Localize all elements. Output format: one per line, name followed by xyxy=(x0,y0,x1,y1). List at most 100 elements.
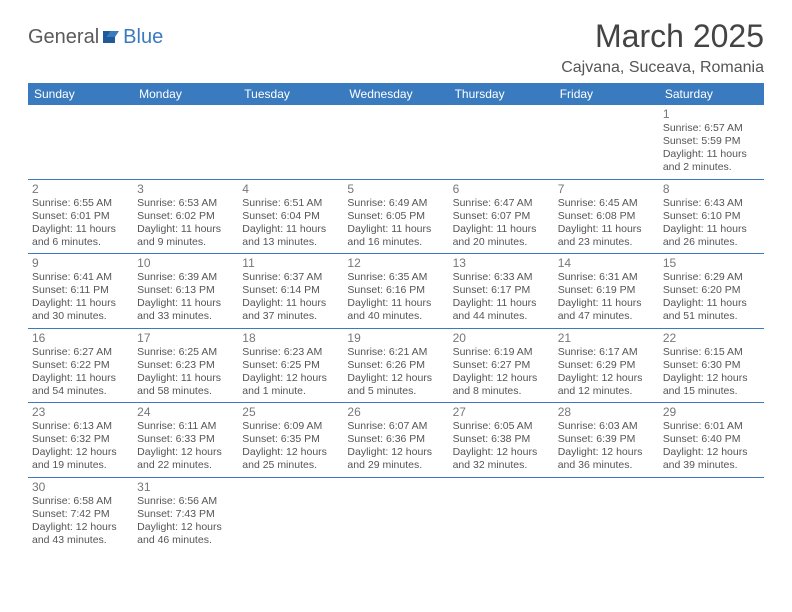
calendar-day: 11Sunrise: 6:37 AMSunset: 6:14 PMDayligh… xyxy=(238,254,343,329)
calendar-day: 13Sunrise: 6:33 AMSunset: 6:17 PMDayligh… xyxy=(449,254,554,329)
day-number: 13 xyxy=(453,256,550,270)
day-info: Sunrise: 6:58 AMSunset: 7:42 PMDaylight:… xyxy=(32,495,129,548)
day-info: Sunrise: 6:19 AMSunset: 6:27 PMDaylight:… xyxy=(453,346,550,399)
calendar-empty xyxy=(554,477,659,551)
logo-text-general: General xyxy=(28,26,99,49)
day-info: Sunrise: 6:43 AMSunset: 6:10 PMDaylight:… xyxy=(663,197,760,250)
day-number: 28 xyxy=(558,405,655,419)
calendar-day: 28Sunrise: 6:03 AMSunset: 6:39 PMDayligh… xyxy=(554,403,659,478)
day-number: 3 xyxy=(137,182,234,196)
day-header: Monday xyxy=(133,83,238,105)
calendar-day: 16Sunrise: 6:27 AMSunset: 6:22 PMDayligh… xyxy=(28,328,133,403)
day-info: Sunrise: 6:39 AMSunset: 6:13 PMDaylight:… xyxy=(137,271,234,324)
calendar-day: 24Sunrise: 6:11 AMSunset: 6:33 PMDayligh… xyxy=(133,403,238,478)
day-number: 16 xyxy=(32,331,129,345)
day-number: 27 xyxy=(453,405,550,419)
calendar-body: 1Sunrise: 6:57 AMSunset: 5:59 PMDaylight… xyxy=(28,105,764,551)
day-info: Sunrise: 6:17 AMSunset: 6:29 PMDaylight:… xyxy=(558,346,655,399)
calendar-empty xyxy=(343,477,448,551)
day-number: 21 xyxy=(558,331,655,345)
calendar-week: 30Sunrise: 6:58 AMSunset: 7:42 PMDayligh… xyxy=(28,477,764,551)
calendar-day: 6Sunrise: 6:47 AMSunset: 6:07 PMDaylight… xyxy=(449,179,554,254)
calendar-day: 4Sunrise: 6:51 AMSunset: 6:04 PMDaylight… xyxy=(238,179,343,254)
calendar-empty xyxy=(659,477,764,551)
calendar-empty xyxy=(238,105,343,179)
calendar-day: 2Sunrise: 6:55 AMSunset: 6:01 PMDaylight… xyxy=(28,179,133,254)
calendar-day: 7Sunrise: 6:45 AMSunset: 6:08 PMDaylight… xyxy=(554,179,659,254)
logo-text-blue: Blue xyxy=(123,26,163,49)
day-info: Sunrise: 6:31 AMSunset: 6:19 PMDaylight:… xyxy=(558,271,655,324)
calendar-day: 15Sunrise: 6:29 AMSunset: 6:20 PMDayligh… xyxy=(659,254,764,329)
calendar-day: 25Sunrise: 6:09 AMSunset: 6:35 PMDayligh… xyxy=(238,403,343,478)
calendar-day: 14Sunrise: 6:31 AMSunset: 6:19 PMDayligh… xyxy=(554,254,659,329)
day-number: 18 xyxy=(242,331,339,345)
calendar-empty xyxy=(343,105,448,179)
calendar-day: 30Sunrise: 6:58 AMSunset: 7:42 PMDayligh… xyxy=(28,477,133,551)
day-number: 11 xyxy=(242,256,339,270)
day-number: 23 xyxy=(32,405,129,419)
calendar-day: 9Sunrise: 6:41 AMSunset: 6:11 PMDaylight… xyxy=(28,254,133,329)
day-info: Sunrise: 6:49 AMSunset: 6:05 PMDaylight:… xyxy=(347,197,444,250)
calendar-empty xyxy=(554,105,659,179)
day-info: Sunrise: 6:29 AMSunset: 6:20 PMDaylight:… xyxy=(663,271,760,324)
day-header: Friday xyxy=(554,83,659,105)
calendar-empty xyxy=(449,105,554,179)
day-number: 30 xyxy=(32,480,129,494)
day-number: 22 xyxy=(663,331,760,345)
day-info: Sunrise: 6:51 AMSunset: 6:04 PMDaylight:… xyxy=(242,197,339,250)
location-subtitle: Cajvana, Suceava, Romania xyxy=(561,59,764,77)
day-info: Sunrise: 6:15 AMSunset: 6:30 PMDaylight:… xyxy=(663,346,760,399)
day-number: 5 xyxy=(347,182,444,196)
day-info: Sunrise: 6:56 AMSunset: 7:43 PMDaylight:… xyxy=(137,495,234,548)
day-info: Sunrise: 6:45 AMSunset: 6:08 PMDaylight:… xyxy=(558,197,655,250)
calendar-day: 21Sunrise: 6:17 AMSunset: 6:29 PMDayligh… xyxy=(554,328,659,403)
logo-flag-icon xyxy=(103,29,121,43)
day-info: Sunrise: 6:21 AMSunset: 6:26 PMDaylight:… xyxy=(347,346,444,399)
day-number: 26 xyxy=(347,405,444,419)
calendar-week: 1Sunrise: 6:57 AMSunset: 5:59 PMDaylight… xyxy=(28,105,764,179)
day-number: 8 xyxy=(663,182,760,196)
day-number: 1 xyxy=(663,107,760,121)
calendar-week: 16Sunrise: 6:27 AMSunset: 6:22 PMDayligh… xyxy=(28,328,764,403)
logo: General Blue xyxy=(28,26,163,49)
day-info: Sunrise: 6:05 AMSunset: 6:38 PMDaylight:… xyxy=(453,420,550,473)
calendar-week: 23Sunrise: 6:13 AMSunset: 6:32 PMDayligh… xyxy=(28,403,764,478)
day-header-row: SundayMondayTuesdayWednesdayThursdayFrid… xyxy=(28,83,764,105)
calendar-day: 29Sunrise: 6:01 AMSunset: 6:40 PMDayligh… xyxy=(659,403,764,478)
day-number: 25 xyxy=(242,405,339,419)
day-number: 31 xyxy=(137,480,234,494)
calendar-day: 19Sunrise: 6:21 AMSunset: 6:26 PMDayligh… xyxy=(343,328,448,403)
calendar-empty xyxy=(238,477,343,551)
day-info: Sunrise: 6:01 AMSunset: 6:40 PMDaylight:… xyxy=(663,420,760,473)
calendar-empty xyxy=(449,477,554,551)
day-number: 4 xyxy=(242,182,339,196)
day-number: 10 xyxy=(137,256,234,270)
day-info: Sunrise: 6:25 AMSunset: 6:23 PMDaylight:… xyxy=(137,346,234,399)
calendar-day: 5Sunrise: 6:49 AMSunset: 6:05 PMDaylight… xyxy=(343,179,448,254)
day-info: Sunrise: 6:11 AMSunset: 6:33 PMDaylight:… xyxy=(137,420,234,473)
day-header: Thursday xyxy=(449,83,554,105)
day-number: 14 xyxy=(558,256,655,270)
day-info: Sunrise: 6:41 AMSunset: 6:11 PMDaylight:… xyxy=(32,271,129,324)
day-info: Sunrise: 6:27 AMSunset: 6:22 PMDaylight:… xyxy=(32,346,129,399)
calendar-day: 8Sunrise: 6:43 AMSunset: 6:10 PMDaylight… xyxy=(659,179,764,254)
calendar-day: 17Sunrise: 6:25 AMSunset: 6:23 PMDayligh… xyxy=(133,328,238,403)
header: General Blue March 2025 Cajvana, Suceava… xyxy=(28,18,764,77)
calendar-week: 9Sunrise: 6:41 AMSunset: 6:11 PMDaylight… xyxy=(28,254,764,329)
day-number: 12 xyxy=(347,256,444,270)
day-info: Sunrise: 6:57 AMSunset: 5:59 PMDaylight:… xyxy=(663,122,760,175)
day-number: 7 xyxy=(558,182,655,196)
calendar-day: 3Sunrise: 6:53 AMSunset: 6:02 PMDaylight… xyxy=(133,179,238,254)
day-info: Sunrise: 6:09 AMSunset: 6:35 PMDaylight:… xyxy=(242,420,339,473)
day-number: 2 xyxy=(32,182,129,196)
calendar-day: 18Sunrise: 6:23 AMSunset: 6:25 PMDayligh… xyxy=(238,328,343,403)
day-number: 24 xyxy=(137,405,234,419)
day-number: 17 xyxy=(137,331,234,345)
month-title: March 2025 xyxy=(561,18,764,55)
day-info: Sunrise: 6:53 AMSunset: 6:02 PMDaylight:… xyxy=(137,197,234,250)
day-info: Sunrise: 6:23 AMSunset: 6:25 PMDaylight:… xyxy=(242,346,339,399)
day-number: 6 xyxy=(453,182,550,196)
calendar-day: 1Sunrise: 6:57 AMSunset: 5:59 PMDaylight… xyxy=(659,105,764,179)
calendar-table: SundayMondayTuesdayWednesdayThursdayFrid… xyxy=(28,83,764,551)
day-info: Sunrise: 6:35 AMSunset: 6:16 PMDaylight:… xyxy=(347,271,444,324)
